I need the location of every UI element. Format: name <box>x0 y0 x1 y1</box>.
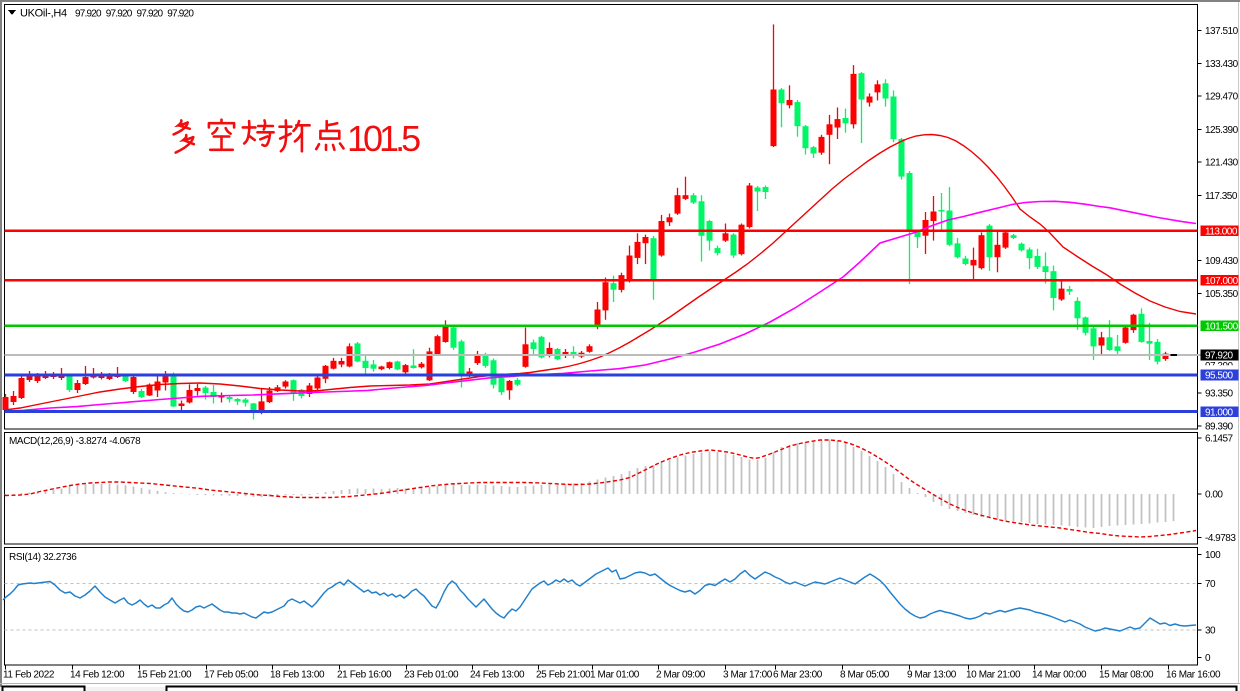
svg-text:MACD(12,26,9) -3.8274 -4.0678: MACD(12,26,9) -3.8274 -4.0678 <box>9 436 141 447</box>
svg-text:30: 30 <box>1205 625 1216 636</box>
svg-text:121.430: 121.430 <box>1205 158 1239 169</box>
svg-text:89.390: 89.390 <box>1205 422 1234 433</box>
svg-text:0.00: 0.00 <box>1205 490 1223 501</box>
svg-text:101.500: 101.500 <box>1205 321 1239 332</box>
svg-text:107.000: 107.000 <box>1205 276 1239 287</box>
svg-text:91.000: 91.000 <box>1205 407 1234 418</box>
svg-text:3 Mar 17:00: 3 Mar 17:00 <box>723 670 773 681</box>
svg-text:133.430: 133.430 <box>1205 59 1239 70</box>
svg-text:93.350: 93.350 <box>1205 389 1234 400</box>
svg-text:8 Mar 05:00: 8 Mar 05:00 <box>840 670 890 681</box>
svg-text:2 Mar 09:00: 2 Mar 09:00 <box>656 670 706 681</box>
svg-text:10 Mar 21:00: 10 Mar 21:00 <box>966 670 1021 681</box>
svg-text:-4.9783: -4.9783 <box>1205 533 1236 544</box>
svg-text:UKOil-,H4: UKOil-,H4 <box>20 8 67 20</box>
svg-text:100: 100 <box>1205 550 1221 561</box>
svg-text:117.350: 117.350 <box>1205 191 1238 202</box>
svg-text:101.5: 101.5 <box>347 118 420 159</box>
svg-text:0: 0 <box>1205 653 1211 664</box>
svg-text:105.350: 105.350 <box>1205 289 1239 300</box>
svg-text:95.500: 95.500 <box>1205 371 1234 382</box>
svg-text:14 Feb 12:00: 14 Feb 12:00 <box>70 670 125 681</box>
svg-text:97.390: 97.390 <box>1205 361 1234 372</box>
svg-text:11 Feb 2022: 11 Feb 2022 <box>3 670 55 681</box>
svg-text:6.1457: 6.1457 <box>1205 434 1234 445</box>
svg-text:15 Mar 08:00: 15 Mar 08:00 <box>1099 670 1154 681</box>
svg-text:17 Feb 05:00: 17 Feb 05:00 <box>204 670 259 681</box>
svg-text:16 Mar 16:00: 16 Mar 16:00 <box>1166 670 1221 681</box>
svg-text:129.470: 129.470 <box>1205 92 1239 103</box>
svg-text:125.390: 125.390 <box>1205 125 1239 136</box>
svg-text:97.920: 97.920 <box>1205 351 1234 362</box>
svg-text:18 Feb 13:00: 18 Feb 13:00 <box>270 670 325 681</box>
svg-text:109.430: 109.430 <box>1205 256 1239 267</box>
svg-text:9 Mar 13:00: 9 Mar 13:00 <box>907 670 957 681</box>
svg-text:15 Feb 21:00: 15 Feb 21:00 <box>137 670 192 681</box>
svg-text:6 Mar 23:00: 6 Mar 23:00 <box>773 670 823 681</box>
svg-text:113.000: 113.000 <box>1205 227 1238 238</box>
svg-text:25 Feb 21:00: 25 Feb 21:00 <box>536 670 591 681</box>
svg-text:97.920 97.920 97.920 97.920: 97.920 97.920 97.920 97.920 <box>75 9 194 20</box>
svg-text:1 Mar 01:00: 1 Mar 01:00 <box>590 670 640 681</box>
svg-text:14 Mar 00:00: 14 Mar 00:00 <box>1032 670 1087 681</box>
svg-text:RSI(14) 32.2736: RSI(14) 32.2736 <box>9 552 77 563</box>
svg-text:70: 70 <box>1205 579 1216 590</box>
svg-text:24 Feb 13:00: 24 Feb 13:00 <box>470 670 525 681</box>
svg-text:21 Feb 16:00: 21 Feb 16:00 <box>337 670 392 681</box>
svg-text:137.510: 137.510 <box>1205 26 1239 37</box>
svg-text:23 Feb 01:00: 23 Feb 01:00 <box>404 670 459 681</box>
